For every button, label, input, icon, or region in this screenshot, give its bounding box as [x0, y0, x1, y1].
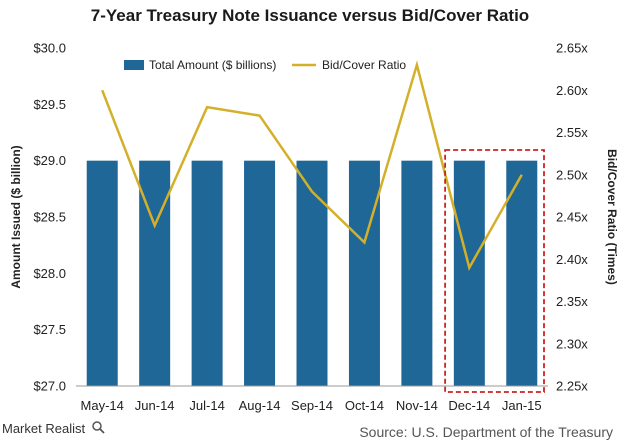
left-tick-label: $30.0 [33, 41, 66, 56]
bar-aug-14 [244, 160, 276, 386]
left-axis-title: Amount Issued ($ billion) [9, 145, 23, 288]
right-tick-label: 2.45x [556, 210, 588, 225]
legend-bar-swatch [124, 60, 144, 70]
bar-jul-14 [191, 160, 223, 386]
magnifier-icon [92, 421, 105, 434]
right-tick-label: 2.30x [556, 336, 588, 351]
right-tick-label: 2.40x [556, 252, 588, 267]
bar-may-14 [86, 160, 118, 386]
right-tick-label: 2.35x [556, 294, 588, 309]
bar-jan-15 [506, 160, 538, 386]
left-tick-label: $27.5 [33, 322, 66, 337]
right-axis-ticks: 2.25x 2.30x 2.35x 2.40x 2.45x 2.50x 2.55x 2.60x… [556, 41, 588, 394]
brand-name: Market Realist [2, 421, 85, 436]
x-tick-label: Jan-15 [502, 398, 542, 413]
left-tick-label: $29.0 [33, 153, 66, 168]
right-tick-label: 2.55x [556, 125, 588, 140]
left-tick-label: $28.0 [33, 266, 66, 281]
x-tick-label: Dec-14 [448, 398, 490, 413]
right-tick-label: 2.65x [556, 41, 588, 56]
x-tick-label: Nov-14 [396, 398, 438, 413]
x-tick-label: May-14 [81, 398, 124, 413]
legend: Total Amount ($ billions) Bid/Cover Rati… [124, 58, 406, 72]
x-tick-label: Sep-14 [291, 398, 333, 413]
left-axis-ticks: $27.0 $27.5 $28.0 $28.5 $29.0 $29.5 $30.0 [33, 41, 66, 394]
x-axis-ticks: May-14 Jun-14 Jul-14 Aug-14 Sep-14 Oct-14 Nov-… [81, 398, 542, 413]
left-tick-label: $29.5 [33, 97, 66, 112]
bar-sep-14 [296, 160, 328, 386]
right-axis-title: Bid/Cover Ratio (Times) [605, 149, 619, 285]
legend-bar-label: Total Amount ($ billions) [149, 58, 276, 72]
x-tick-label: Jun-14 [135, 398, 175, 413]
bars [86, 160, 538, 386]
bar-dec-14 [453, 160, 485, 386]
left-tick-label: $27.0 [33, 379, 66, 394]
bar-oct-14 [348, 160, 380, 386]
x-tick-label: Aug-14 [239, 398, 281, 413]
x-tick-label: Oct-14 [345, 398, 384, 413]
legend-line-label: Bid/Cover Ratio [322, 58, 406, 72]
x-tick-label: Jul-14 [189, 398, 224, 413]
right-tick-label: 2.25x [556, 379, 588, 394]
left-tick-label: $28.5 [33, 210, 66, 225]
right-tick-label: 2.60x [556, 83, 588, 98]
chart-title: 7-Year Treasury Note Issuance versus Bid… [91, 6, 529, 25]
highlight-box [444, 149, 545, 393]
source-note: Source: U.S. Department of the Treasury [359, 424, 613, 440]
bid-cover-line [101, 60, 523, 272]
right-tick-label: 2.50x [556, 167, 588, 182]
bar-nov-14 [401, 160, 433, 386]
